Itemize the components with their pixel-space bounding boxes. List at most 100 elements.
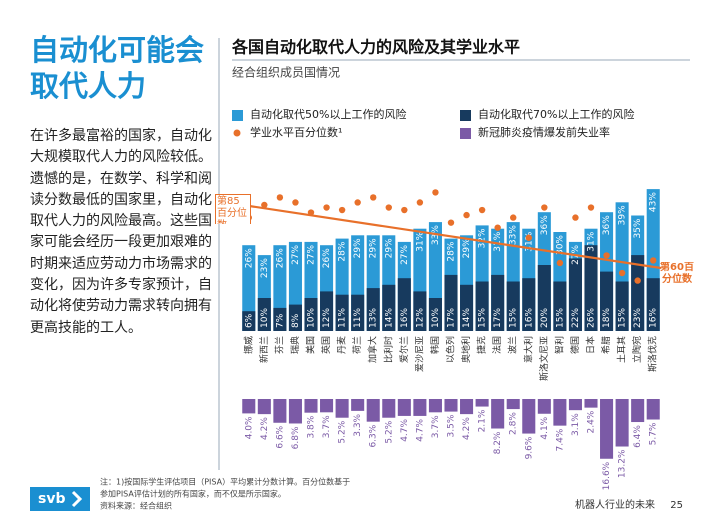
page-number: 25 xyxy=(670,500,683,511)
dot xyxy=(276,194,284,201)
dot xyxy=(603,252,610,259)
x-tick-label: 波兰 xyxy=(507,336,519,354)
dot xyxy=(463,211,470,219)
bar-label: 33% xyxy=(509,225,519,245)
trend-line xyxy=(242,203,662,270)
bar xyxy=(491,399,505,429)
page-title-line: 取代人力 xyxy=(30,69,146,103)
bar-label: 15% xyxy=(509,308,519,328)
dot xyxy=(307,209,315,216)
bar xyxy=(428,298,442,331)
bar-label: 2.1% xyxy=(478,409,488,432)
bar-label: 26% xyxy=(587,308,597,328)
bar-label: 4.7% xyxy=(415,418,425,441)
bar xyxy=(257,399,271,415)
bar xyxy=(397,399,411,416)
bar-label: 26% xyxy=(275,248,285,268)
bar-label: 4.2% xyxy=(462,417,472,440)
legend-dot xyxy=(233,129,241,137)
trend-label: 第60百分位数 xyxy=(660,262,694,285)
bar xyxy=(537,265,551,331)
bar xyxy=(428,399,442,413)
dot xyxy=(510,214,517,221)
note: 资料来源：经合组织 xyxy=(100,501,172,511)
bar-label: 4.0% xyxy=(244,416,254,439)
bar xyxy=(491,274,505,331)
bar xyxy=(615,281,629,331)
bar xyxy=(304,399,318,413)
bar xyxy=(537,399,551,414)
bar-label: 27% xyxy=(291,244,301,264)
bar xyxy=(320,399,334,413)
x-tick-label: 瑞典 xyxy=(289,336,301,354)
bar-label: 5.2% xyxy=(384,420,394,443)
bar-label: 4.1% xyxy=(540,416,550,439)
bar-label: 6.3% xyxy=(369,424,379,447)
chart-subtitle: 经合组织成员国情况 xyxy=(232,65,340,80)
bar xyxy=(568,399,582,411)
bar-label: 7.4% xyxy=(555,428,565,451)
bar xyxy=(631,255,645,331)
bar-label: 10% xyxy=(260,308,270,328)
bar xyxy=(553,399,567,426)
bar-label: 12% xyxy=(322,308,332,328)
bar xyxy=(475,399,489,407)
x-tick-label: 爱沙尼亚 xyxy=(414,336,425,372)
legend-label: 学业水平百分位数¹ xyxy=(250,125,342,139)
bar-label: 18% xyxy=(602,308,612,328)
x-tick-label: 斯洛文尼亚 xyxy=(538,336,550,381)
x-tick-label: 希腊 xyxy=(600,336,612,354)
bar xyxy=(460,399,474,415)
bar-label: 13.2% xyxy=(618,449,628,478)
bar-label: 32% xyxy=(478,228,488,248)
bar xyxy=(335,294,349,331)
bar-label: 6.4% xyxy=(633,425,643,448)
bar-label: 15% xyxy=(555,308,565,328)
bar-label: 3.3% xyxy=(353,413,363,436)
bar xyxy=(646,399,660,420)
bar-label: 31% xyxy=(587,231,597,251)
bar-label: 10% xyxy=(307,308,317,328)
dot xyxy=(323,204,330,211)
bar-label: 26% xyxy=(244,248,254,268)
bar-label: 29% xyxy=(462,238,472,258)
bar-label: 16% xyxy=(649,308,659,328)
x-tick-label: 智利 xyxy=(553,336,565,354)
bar-label: 20% xyxy=(540,308,550,328)
plot: 26% 6% 挪威 4.0% 23% 10% 新西兰 4.2% 26% 7% 芬兰 6.6% 27% 8%… xyxy=(242,189,662,490)
bar-label: 31% xyxy=(415,231,425,251)
bar-label: 5.2% xyxy=(338,420,348,443)
page-title-line: 自动化可能会 xyxy=(30,33,204,67)
dot xyxy=(354,199,361,206)
x-tick-label: 日本 xyxy=(585,336,597,354)
dot xyxy=(494,224,501,231)
bar-label: 14% xyxy=(384,308,394,328)
legend-swatch xyxy=(460,128,471,139)
bar-label: 11% xyxy=(338,308,348,328)
bar-label: 17% xyxy=(447,308,457,328)
footer-section: 机器人行业的未来 xyxy=(575,498,655,511)
bar-label: 3.5% xyxy=(447,414,457,437)
bar xyxy=(288,304,302,331)
bar-label: 6.6% xyxy=(275,425,285,448)
x-tick-label: 奥地利 xyxy=(460,336,472,363)
bar xyxy=(600,271,614,331)
bar xyxy=(522,278,536,331)
legend-label: 自动化取代50%以上工作的风险 xyxy=(250,107,406,121)
bar-label: 36% xyxy=(540,215,550,235)
x-tick-label: 法国 xyxy=(491,336,503,354)
bar-label: 8% xyxy=(291,313,301,328)
bar-label: 15% xyxy=(478,308,488,328)
bar xyxy=(460,284,474,331)
bar xyxy=(646,278,660,331)
bar-label: 43% xyxy=(649,192,659,212)
bar xyxy=(444,274,458,331)
bar-label: 16.6% xyxy=(602,461,612,490)
bar xyxy=(600,399,614,459)
bar-label: 29% xyxy=(369,238,379,258)
bar xyxy=(568,258,582,331)
x-tick-label: 捷克 xyxy=(476,336,488,354)
bar-label: 10% xyxy=(431,308,441,328)
